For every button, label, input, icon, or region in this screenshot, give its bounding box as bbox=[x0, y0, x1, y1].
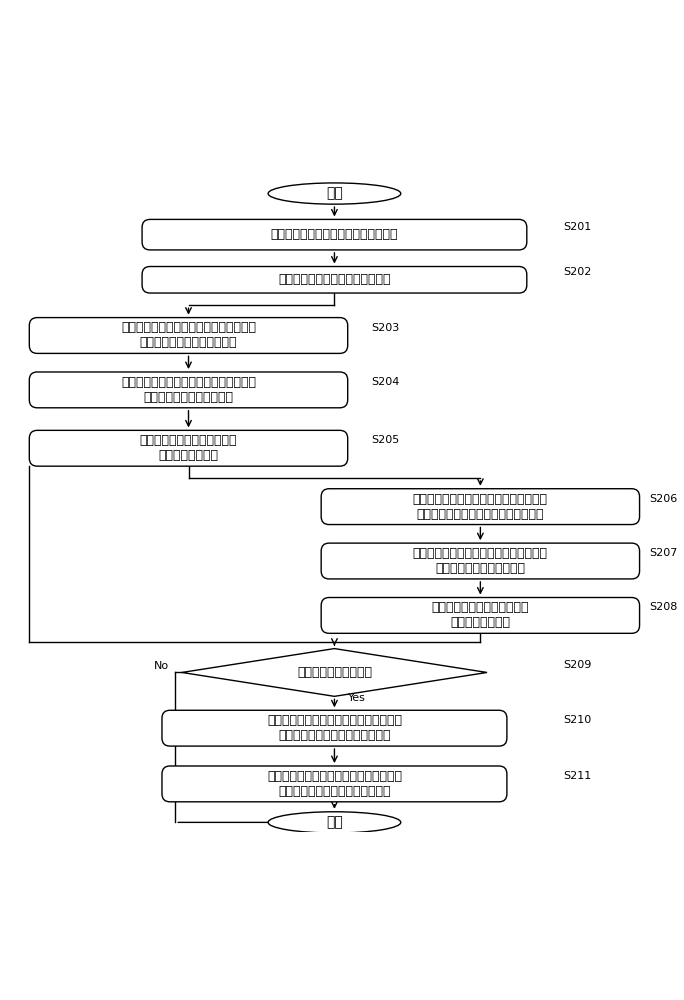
Ellipse shape bbox=[268, 812, 401, 833]
FancyBboxPatch shape bbox=[142, 267, 527, 293]
Text: 计算对应第一球斑运动的轨迹
所包含的第一面积: 计算对应第一球斑运动的轨迹 所包含的第一面积 bbox=[140, 434, 237, 462]
Text: Yes: Yes bbox=[347, 693, 365, 703]
FancyBboxPatch shape bbox=[142, 219, 527, 250]
Text: 获取当前测试面部表情时，测试点输出的
两组主动近红外透射电压信号: 获取当前测试面部表情时，测试点输出的 两组主动近红外透射电压信号 bbox=[121, 321, 256, 349]
Text: S203: S203 bbox=[371, 323, 399, 333]
Text: S202: S202 bbox=[564, 267, 592, 277]
Text: 计算对应第二球斑运动的轨迹
所包含的第二面积: 计算对应第二球斑运动的轨迹 所包含的第二面积 bbox=[432, 601, 529, 629]
Text: S209: S209 bbox=[564, 660, 592, 670]
FancyBboxPatch shape bbox=[29, 318, 347, 353]
Ellipse shape bbox=[268, 183, 401, 204]
FancyBboxPatch shape bbox=[29, 372, 347, 408]
Text: 第一面积大于第二面积: 第一面积大于第二面积 bbox=[297, 666, 372, 679]
FancyBboxPatch shape bbox=[29, 430, 347, 466]
Text: 获取下一个进行测试的面部表情时，测试
点输出的两组主动近红外透射电压信号: 获取下一个进行测试的面部表情时，测试 点输出的两组主动近红外透射电压信号 bbox=[413, 493, 548, 521]
Text: 结束: 结束 bbox=[326, 815, 343, 829]
Text: S206: S206 bbox=[650, 494, 678, 504]
Polygon shape bbox=[182, 649, 487, 696]
Text: 以李沙育图形显示两组主动近红外透射电
压信号获取叠加的第一球斑: 以李沙育图形显示两组主动近红外透射电 压信号获取叠加的第一球斑 bbox=[121, 376, 256, 404]
Text: No: No bbox=[153, 661, 169, 671]
Text: 初始化，显示处于静止状态的本地球斑: 初始化，显示处于静止状态的本地球斑 bbox=[271, 228, 398, 241]
Text: 确定第一面积对应测试的面部表情为平静
表情，第二面积对应的为微笑表情: 确定第一面积对应测试的面部表情为平静 表情，第二面积对应的为微笑表情 bbox=[267, 714, 402, 742]
Text: 启动: 启动 bbox=[326, 187, 343, 201]
Text: 以李沙育图形显示两组主动近红外透射电
压信号获取叠加的第二球斑: 以李沙育图形显示两组主动近红外透射电 压信号获取叠加的第二球斑 bbox=[413, 547, 548, 575]
Text: S204: S204 bbox=[371, 377, 399, 387]
FancyBboxPatch shape bbox=[162, 766, 507, 802]
FancyBboxPatch shape bbox=[162, 710, 507, 746]
FancyBboxPatch shape bbox=[321, 598, 640, 633]
Text: S201: S201 bbox=[564, 222, 592, 232]
FancyBboxPatch shape bbox=[321, 543, 640, 579]
Text: 确定第一面积对应测试的面部表情为微笑
表情，第二面积对应的为平静表情: 确定第一面积对应测试的面部表情为微笑 表情，第二面积对应的为平静表情 bbox=[267, 770, 402, 798]
Text: 确定测试点为左耳和右耳的耳颞穴: 确定测试点为左耳和右耳的耳颞穴 bbox=[278, 273, 391, 286]
Text: S208: S208 bbox=[650, 602, 678, 612]
Text: S210: S210 bbox=[564, 715, 592, 725]
Text: S205: S205 bbox=[371, 435, 399, 445]
FancyBboxPatch shape bbox=[321, 489, 640, 525]
Text: S211: S211 bbox=[564, 771, 592, 781]
Text: S207: S207 bbox=[650, 548, 678, 558]
